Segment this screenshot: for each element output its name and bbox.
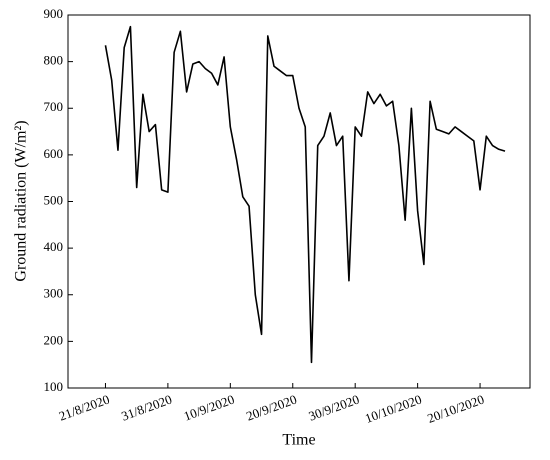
y-tick-label: 200 — [44, 332, 64, 347]
x-tick-label: 31/8/2020 — [119, 392, 174, 424]
y-tick-label: 400 — [44, 239, 64, 254]
y-tick-label: 300 — [44, 286, 64, 301]
x-tick-label: 20/9/2020 — [244, 392, 299, 424]
y-tick-label: 600 — [44, 146, 64, 161]
y-tick-label: 500 — [44, 192, 64, 207]
x-tick-label: 21/8/2020 — [57, 392, 112, 424]
x-tick-label: 20/10/2020 — [425, 392, 486, 426]
y-tick-label: 800 — [44, 53, 64, 68]
y-axis-title: Ground radiation (W/m²) — [13, 120, 30, 281]
y-tick-label: 900 — [44, 6, 64, 21]
data-line — [104, 25, 506, 364]
y-tick-label: 700 — [44, 99, 64, 114]
x-tick-label: 10/10/2020 — [363, 392, 424, 426]
x-axis-title: Time — [282, 432, 315, 449]
x-tick-label: 10/9/2020 — [182, 392, 237, 424]
x-tick-label: 30/9/2020 — [307, 392, 362, 424]
y-tick-label: 100 — [44, 379, 64, 394]
plot-frame — [67, 14, 531, 389]
